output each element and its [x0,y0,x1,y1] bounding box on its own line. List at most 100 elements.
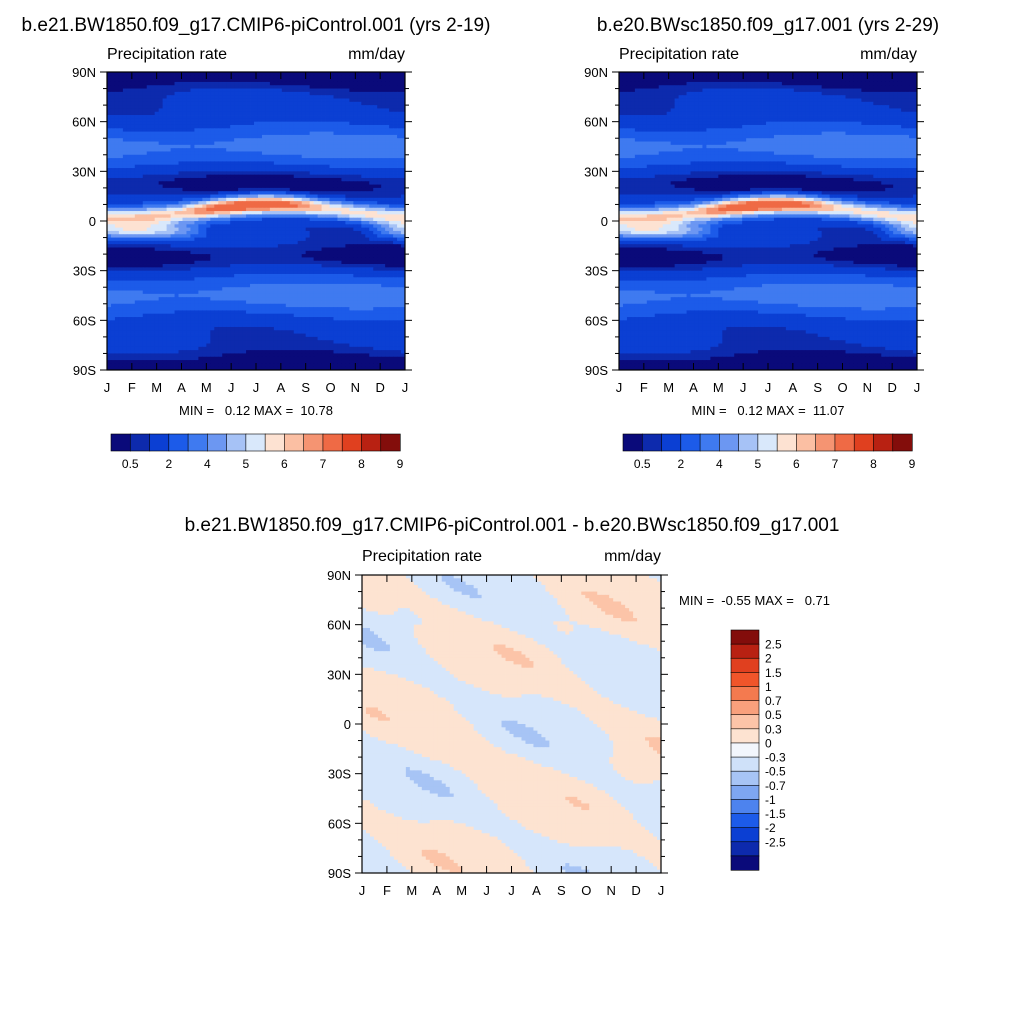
field-cell [107,118,112,123]
field-cell [281,230,287,235]
field-cell [186,230,191,235]
field-cell [397,148,402,152]
field-cell [329,78,334,83]
field-cell [142,201,148,205]
field-cell [397,88,402,93]
field-cell [333,187,338,192]
field-cell [230,240,235,245]
field-cell [277,91,283,96]
field-cell [107,174,112,179]
field-cell [293,171,299,176]
field-cell [134,164,140,169]
field-cell [138,260,144,265]
field-cell [321,257,326,262]
field-cell [361,244,366,248]
field-cell [186,141,191,146]
field-cell [349,151,354,156]
field-cell [393,201,398,205]
field-cell [277,141,283,146]
field-cell [182,168,187,172]
field-cell [150,260,156,265]
field-cell [222,254,227,258]
field-cell [289,91,295,96]
field-cell [142,118,148,123]
field-cell [353,197,358,202]
field-cell [234,240,239,245]
field-cell [122,290,128,295]
field-cell [218,217,223,222]
field-cell [178,217,183,222]
field-cell [369,283,374,288]
field-cell [198,197,203,202]
field-cell [134,177,140,182]
field-cell [381,234,386,238]
field-cell [397,207,402,212]
field-cell [138,204,144,209]
field-cell [325,201,330,205]
field-cell [273,194,279,199]
field-cell [250,171,255,176]
field-cell [150,81,156,86]
field-cell [182,287,187,291]
field-cell [246,138,251,142]
field-cell [389,111,394,116]
field-cell [206,115,211,119]
field-cell [329,124,334,129]
field-cell [397,211,402,215]
field-cell [166,144,171,149]
field-cell [273,260,279,265]
field-cell [230,111,235,116]
field-cell [329,158,334,162]
field-cell [162,174,167,179]
field-cell [277,88,283,93]
field-cell [365,124,370,129]
field-cell [369,177,374,182]
field-cell [246,270,251,275]
field-cell [277,290,283,295]
field-cell [317,247,322,252]
field-cell [250,111,255,116]
field-cell [142,148,148,152]
field-cell [337,207,342,212]
field-cell [190,244,195,248]
field-cell [309,240,315,245]
field-cell [142,131,148,136]
field-cell [329,217,334,222]
field-cell [118,214,124,219]
field-cell [130,273,136,278]
field-cell [202,273,207,278]
field-cell [309,148,315,152]
field-cell [242,81,247,86]
field-cell [333,267,338,272]
field-cell [361,230,366,235]
field-cell [277,164,283,169]
field-cell [305,227,311,232]
field-cell [389,280,394,285]
field-cell [178,221,183,225]
field-cell [138,201,144,205]
field-cell [317,134,322,139]
field-cell [301,217,307,222]
field-cell [222,121,227,126]
field-cell [365,267,370,272]
field-cell [345,151,350,156]
field-cell [393,264,398,268]
field-cell [242,247,247,252]
field-cell [250,105,255,109]
field-cell [242,290,247,295]
field-cell [114,201,120,205]
field-cell [114,151,120,156]
field-cell [329,95,334,99]
field-cell [150,95,156,99]
field-cell [281,81,287,86]
field-cell [265,221,271,225]
field-cell [114,287,120,291]
field-cell [313,78,318,83]
field-cell [373,234,378,238]
field-cell [361,164,366,169]
field-cell [202,134,207,139]
field-cell [226,283,231,288]
field-cell [353,214,358,219]
field-cell [186,273,191,278]
field-cell [325,85,330,89]
